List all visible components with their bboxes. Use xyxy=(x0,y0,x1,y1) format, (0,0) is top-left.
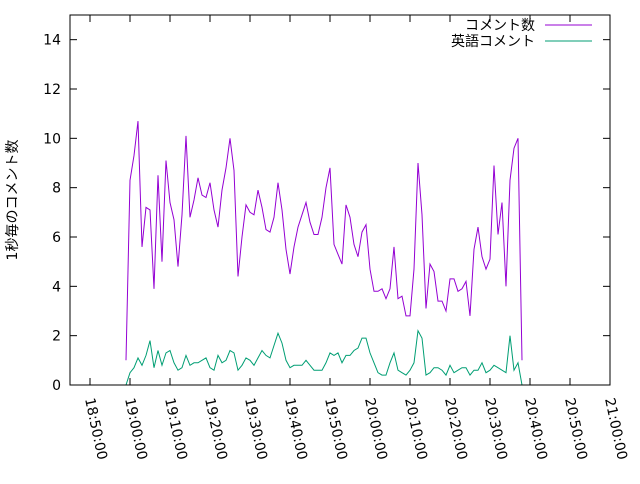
y-tick-label: 6 xyxy=(52,230,61,246)
x-tick-label: 19:20:00 xyxy=(201,397,230,462)
x-tick-label: 18:50:00 xyxy=(81,397,110,462)
legend-label-comment-count: コメント数 xyxy=(465,18,535,34)
y-tick-label: 12 xyxy=(43,82,61,98)
x-tick-label: 20:00:00 xyxy=(361,397,390,462)
x-tick-label: 20:10:00 xyxy=(401,397,430,462)
legend-label-english-comment: 英語コメント xyxy=(451,33,535,50)
y-tick-label: 8 xyxy=(52,181,61,197)
x-tick-label: 19:40:00 xyxy=(281,397,310,462)
y-tick-label: 0 xyxy=(52,378,61,394)
y-tick-label: 4 xyxy=(52,279,61,295)
x-tick-label: 20:50:00 xyxy=(561,397,590,462)
series-line-comment-count xyxy=(125,121,523,361)
y-axis-ticks: 0 2 4 6 8 10 12 14 xyxy=(43,33,610,394)
x-tick-label: 19:10:00 xyxy=(161,397,190,462)
x-tick-label: 20:40:00 xyxy=(521,397,550,462)
plot-frame xyxy=(69,14,611,386)
x-tick-label: 19:50:00 xyxy=(321,397,350,462)
series-line-english-comment xyxy=(125,329,523,386)
y-tick-label: 10 xyxy=(43,131,61,147)
y-axis-label: 1秒毎のコメント数 xyxy=(5,140,21,261)
x-tick-label: 19:00:00 xyxy=(121,397,150,462)
x-tick-label: 21:00:00 xyxy=(601,397,630,462)
x-tick-label: 20:20:00 xyxy=(441,397,470,462)
series-lines xyxy=(125,121,523,386)
y-tick-label: 2 xyxy=(52,329,61,345)
x-tick-label: 20:30:00 xyxy=(481,397,510,462)
y-tick-label: 14 xyxy=(43,33,61,49)
legend: コメント数 英語コメント xyxy=(451,18,592,50)
x-tick-label: 19:30:00 xyxy=(241,397,270,462)
